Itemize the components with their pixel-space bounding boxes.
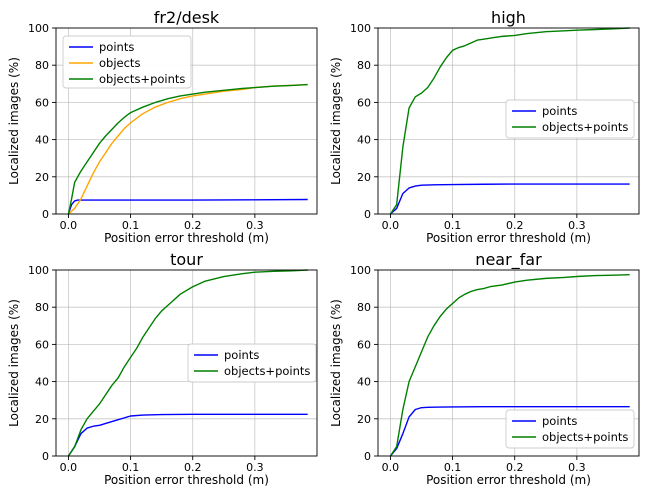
legend: points objects objects+points — [62, 35, 192, 89]
x-tick-label: 0.3 — [568, 461, 586, 474]
chart-panel-4: 0.0 0.1 0.2 0.3 0 20 40 60 80 100 near_far Position… — [329, 250, 640, 487]
y-tick-label: 20 — [35, 413, 49, 426]
y-tick-label: 100 — [28, 22, 49, 35]
y-tick-label: 80 — [357, 59, 371, 72]
y-tick-label: 80 — [357, 301, 371, 314]
legend-label: points — [542, 414, 577, 428]
legend-box — [187, 343, 317, 383]
y-axis-label: Localized images (%) — [7, 299, 21, 427]
y-tick-label: 20 — [357, 413, 371, 426]
legend-label: points — [99, 40, 134, 54]
x-tick-label: 0.3 — [246, 219, 264, 232]
chart-panel-1: 0.0 0.1 0.2 0.3 0 20 40 60 80 100 fr2/desk Position… — [7, 8, 318, 245]
plot-frame — [55, 269, 318, 457]
y-tick-label: 40 — [35, 134, 49, 147]
y-tick-label: 100 — [350, 22, 371, 35]
x-tick-label: 0.2 — [184, 461, 202, 474]
y-tick-label: 100 — [28, 264, 49, 277]
x-tick-label: 0.2 — [506, 461, 524, 474]
series-line-objects-plus-points — [389, 273, 630, 457]
legend-label: points — [224, 348, 259, 362]
x-tick-label: 0.0 — [382, 461, 400, 474]
y-tick-label: 80 — [35, 301, 49, 314]
x-axis-label: Position error threshold (m) — [104, 473, 269, 487]
x-tick-label: 0.0 — [60, 461, 78, 474]
chart-title: tour — [170, 250, 203, 269]
series-line-objects-plus-points — [389, 27, 630, 215]
x-tick-label: 0.1 — [122, 219, 140, 232]
x-tick-label: 0.1 — [444, 219, 462, 232]
series-line-points — [67, 413, 308, 457]
legend: points objects+points — [505, 99, 635, 139]
y-tick-label: 80 — [35, 59, 49, 72]
y-tick-label: 40 — [357, 376, 371, 389]
x-tick-label: 0.2 — [506, 219, 524, 232]
x-tick-label: 0.3 — [568, 219, 586, 232]
chart-title: high — [491, 8, 526, 27]
y-tick-label: 60 — [35, 96, 49, 109]
y-tick-label: 0 — [364, 450, 371, 463]
plot-frame — [55, 27, 318, 215]
y-tick-label: 0 — [42, 208, 49, 221]
legend-box — [62, 35, 192, 89]
legend-label: objects+points — [224, 364, 310, 378]
series-line-points — [389, 183, 630, 215]
series-line-objects-plus-points — [67, 269, 308, 457]
legend: points objects+points — [505, 409, 635, 449]
plot-frame — [377, 27, 640, 215]
y-tick-label: 20 — [357, 171, 371, 184]
chart-panel-2: 0.0 0.1 0.2 0.3 0 20 40 60 80 100 high Position err… — [329, 8, 640, 245]
x-axis-label: Position error threshold (m) — [426, 231, 591, 245]
series-line-points — [67, 198, 308, 215]
x-tick-label: 0.0 — [382, 219, 400, 232]
series-line-objects-plus-points — [67, 83, 308, 215]
legend-box — [505, 99, 635, 139]
y-tick-label: 100 — [350, 264, 371, 277]
x-axis-label: Position error threshold (m) — [104, 231, 269, 245]
legend-label: objects+points — [542, 430, 628, 444]
y-axis-label: Localized images (%) — [329, 299, 343, 427]
plot-frame — [377, 269, 640, 457]
legend-label: points — [542, 104, 577, 118]
x-tick-label: 0.1 — [444, 461, 462, 474]
chart-title: near_far — [475, 250, 542, 270]
x-tick-label: 0.2 — [184, 219, 202, 232]
series-line-points — [389, 406, 630, 457]
chart-title: fr2/desk — [154, 8, 220, 27]
x-axis-label: Position error threshold (m) — [426, 473, 591, 487]
legend-label: objects+points — [542, 120, 628, 134]
legend-box — [505, 409, 635, 449]
x-tick-label: 0.0 — [60, 219, 78, 232]
y-tick-label: 20 — [35, 171, 49, 184]
y-tick-label: 0 — [364, 208, 371, 221]
x-tick-label: 0.3 — [246, 461, 264, 474]
y-axis-label: Localized images (%) — [329, 57, 343, 185]
series-line-objects — [67, 83, 308, 215]
legend-label: objects — [99, 56, 140, 70]
x-tick-label: 0.1 — [122, 461, 140, 474]
legend: points objects+points — [187, 343, 317, 383]
y-tick-label: 60 — [357, 96, 371, 109]
y-tick-label: 60 — [357, 338, 371, 351]
y-tick-label: 40 — [35, 376, 49, 389]
chart-panel-3: 0.0 0.1 0.2 0.3 0 20 40 60 80 100 tour Position err… — [7, 250, 318, 487]
y-tick-label: 60 — [35, 338, 49, 351]
y-axis-label: Localized images (%) — [7, 57, 21, 185]
y-tick-label: 0 — [42, 450, 49, 463]
legend-label: objects+points — [99, 72, 185, 86]
y-tick-label: 40 — [357, 134, 371, 147]
